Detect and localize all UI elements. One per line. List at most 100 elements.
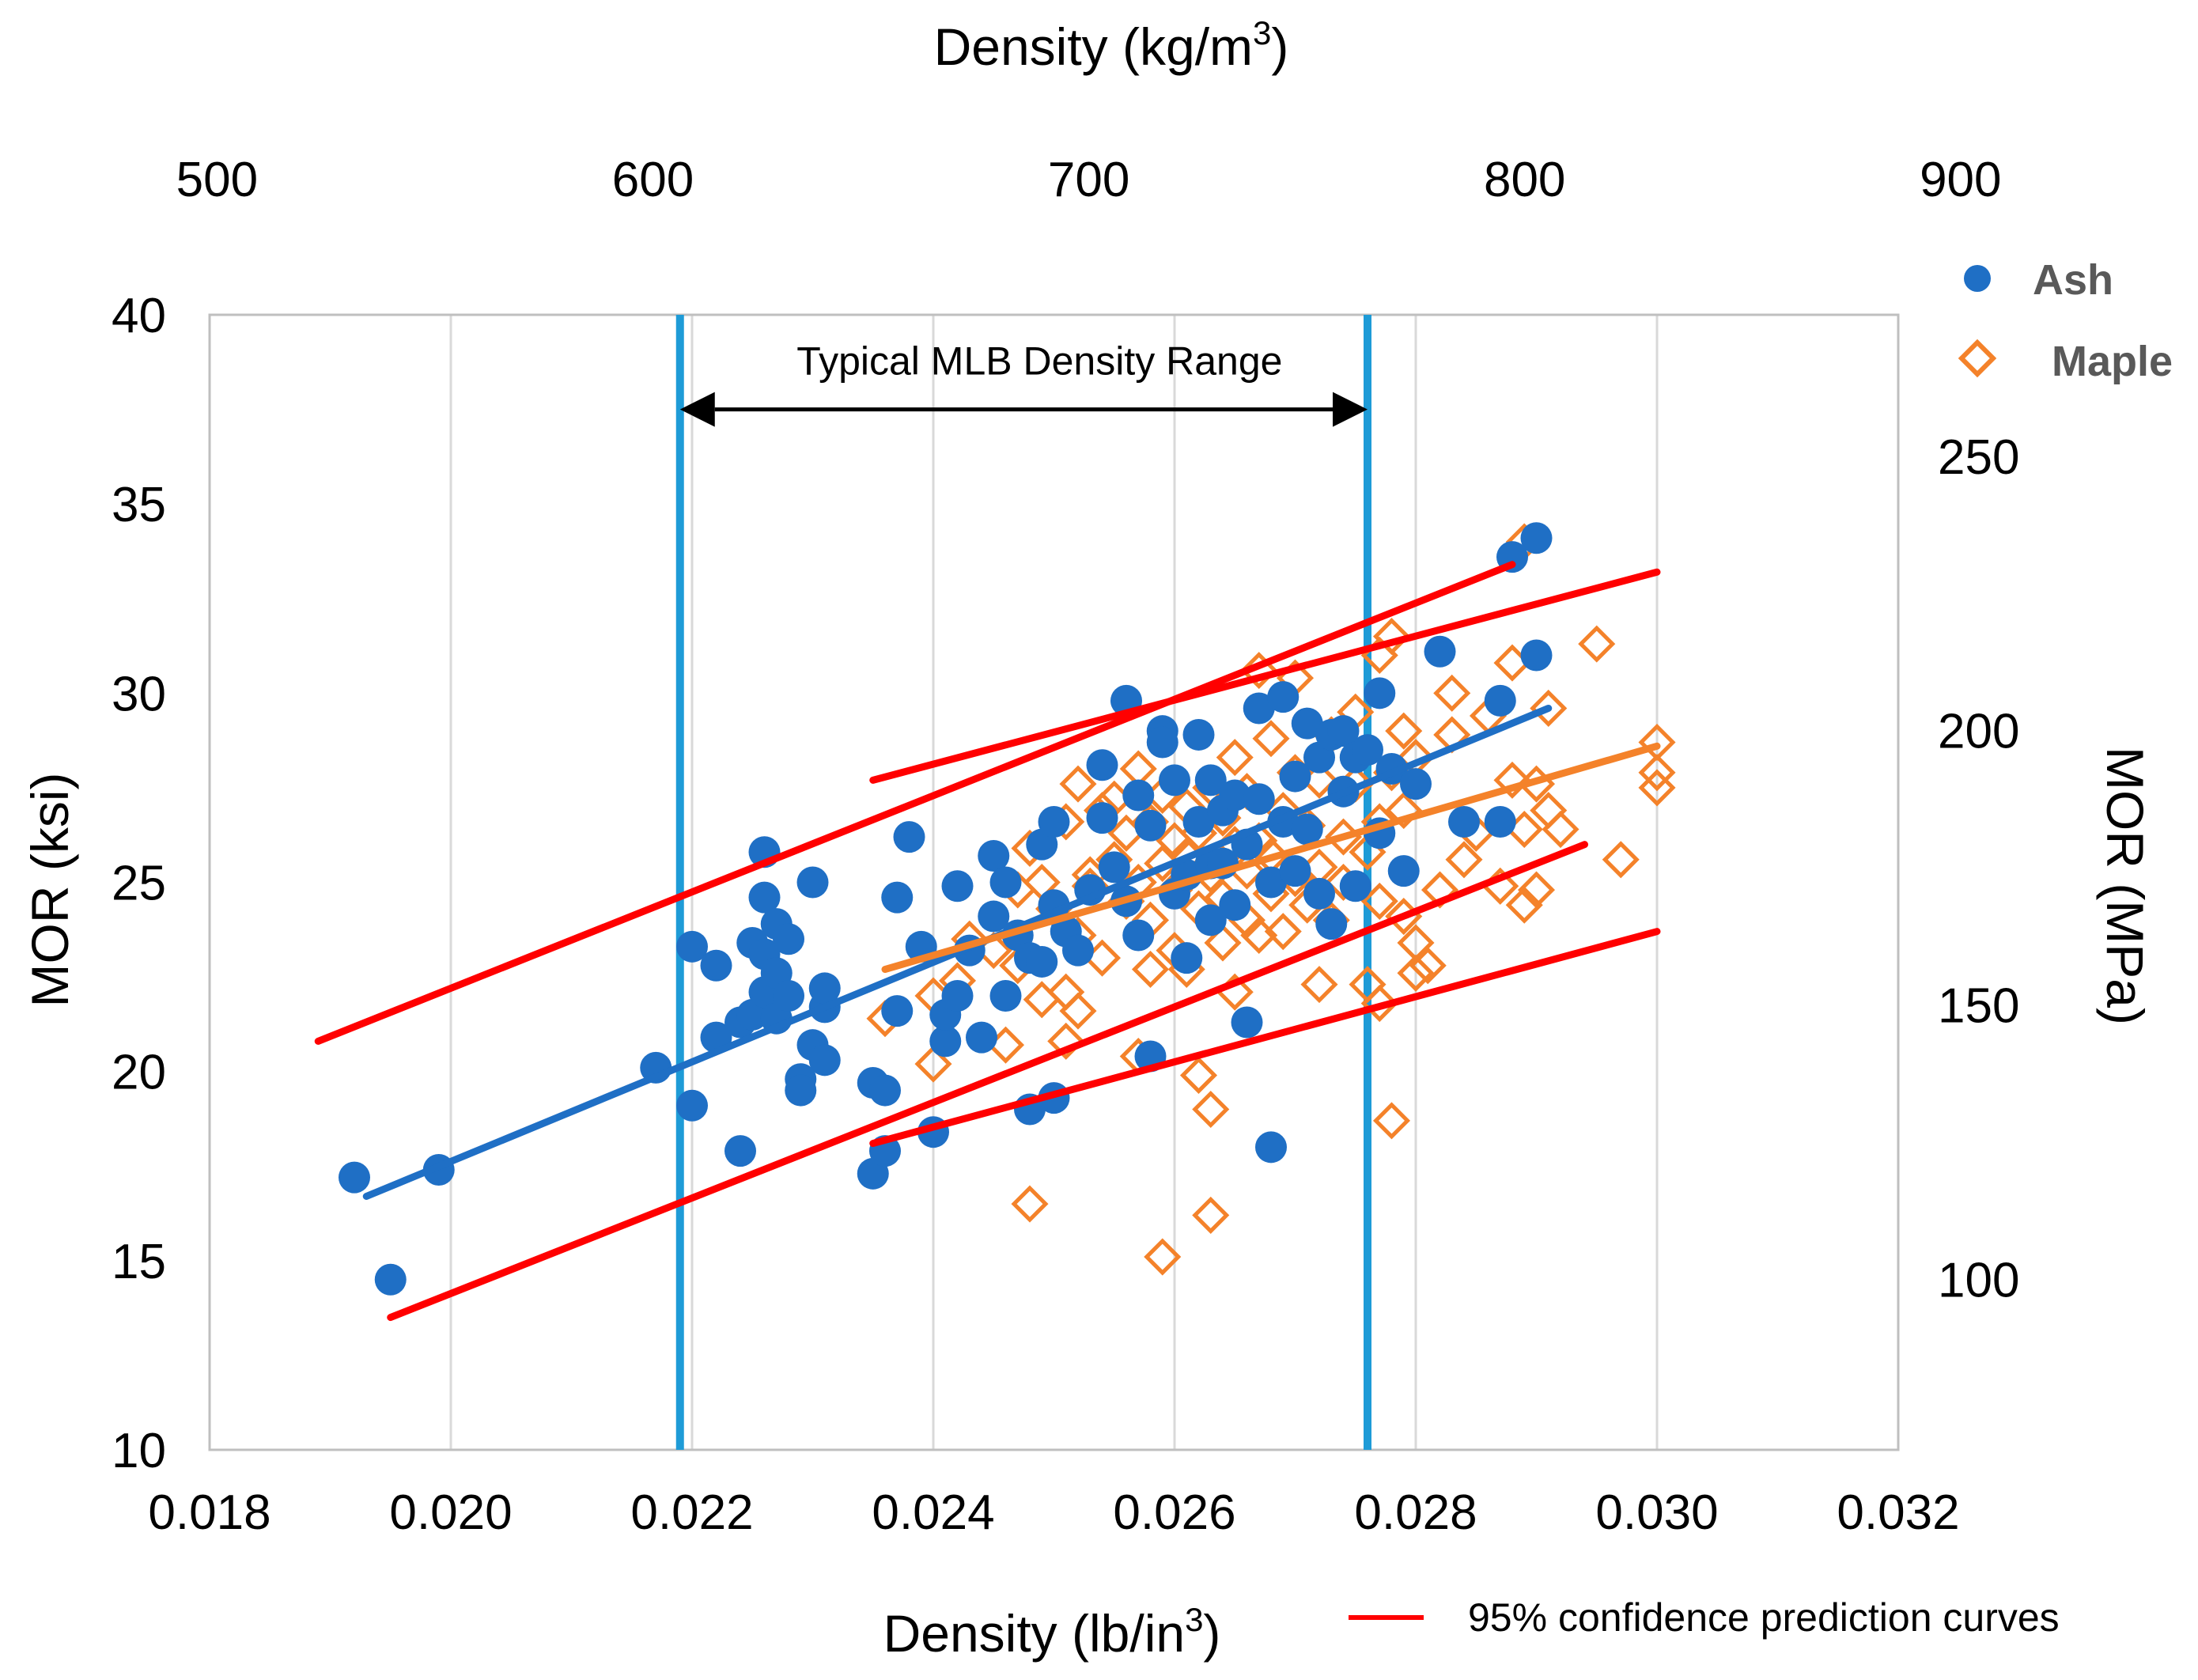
- ash-point-40: [941, 980, 974, 1012]
- x-top-tick-1: 600: [612, 153, 694, 207]
- ash-point-72: [1171, 942, 1203, 974]
- ash-point-87: [1255, 1131, 1287, 1164]
- ash-point-88: [1267, 681, 1300, 713]
- maple-point-115: [1602, 841, 1640, 879]
- ash-point-39: [941, 870, 974, 902]
- ash-point-69: [1159, 764, 1190, 796]
- ash-point-5: [676, 1089, 708, 1122]
- ash-point-85: [1243, 783, 1275, 815]
- ash-point-44: [978, 900, 1010, 933]
- ash-trend-line: [362, 704, 1553, 1201]
- ash-point-6: [700, 949, 732, 982]
- ash-point-77: [1194, 904, 1227, 936]
- x-bottom-tick-4: 0.026: [1113, 1485, 1235, 1540]
- ash-point-74: [1182, 805, 1215, 838]
- ash-point-64: [1122, 919, 1155, 952]
- ash-point-113: [1520, 522, 1553, 554]
- ash-point-59: [1086, 802, 1118, 834]
- ash-point-110: [1484, 805, 1516, 838]
- ash-point-46: [989, 866, 1022, 899]
- x-bottom-tick-6: 0.030: [1595, 1485, 1718, 1540]
- ash-point-13: [748, 881, 781, 914]
- maple-point-89: [1372, 618, 1411, 656]
- maple-point-19: [1059, 992, 1097, 1030]
- ash-point-45: [989, 980, 1022, 1012]
- bottom-axis-title: Density (lb/in3): [883, 1601, 1221, 1663]
- y-left-tick-4: 30: [112, 667, 166, 721]
- ash-point-68: [1146, 726, 1178, 759]
- ash-point-34: [893, 821, 925, 853]
- top-axis-title: Density (kg/m3): [934, 14, 1289, 76]
- trend-lines: [362, 704, 1661, 1201]
- x-bottom-tick-0: 0.018: [148, 1485, 270, 1540]
- maple-point-105: [1493, 761, 1531, 799]
- prediction-curve-1: [387, 841, 1588, 1322]
- y-left-tick-1: 15: [112, 1235, 166, 1289]
- maple-point-14: [1047, 1022, 1085, 1060]
- maple-point-65: [1264, 913, 1302, 951]
- ash-point-111: [1484, 684, 1516, 717]
- prediction-curve-3: [869, 928, 1661, 1148]
- maple-point-100: [1445, 841, 1483, 879]
- range-label: Typical MLB Density Range: [796, 339, 1282, 383]
- ash-point-33: [881, 995, 914, 1027]
- maple-point-18: [1059, 765, 1097, 803]
- ash-point-92: [1291, 707, 1323, 740]
- ash-point-37: [929, 1025, 962, 1058]
- maple-point-63: [1252, 720, 1290, 758]
- maple-point-99: [1433, 674, 1471, 712]
- plot-border: [208, 313, 1900, 1451]
- y-right-tick-3: 250: [1938, 430, 2019, 485]
- maple-point-43: [1179, 1056, 1218, 1094]
- ash-point-19: [773, 923, 804, 955]
- ash-point-81: [1219, 889, 1251, 921]
- x-top-tick-3: 800: [1484, 153, 1565, 207]
- x-top-tick-0: 500: [176, 153, 258, 207]
- x-top-tick-2: 700: [1048, 153, 1129, 207]
- maple-point-111: [1530, 689, 1568, 728]
- legend: Ash Maple 95% confidence prediction curv…: [1349, 256, 2173, 1640]
- ash-point-56: [1062, 934, 1094, 967]
- maple-trend-line: [881, 742, 1661, 974]
- prediction-curve-2: [869, 568, 1661, 784]
- x-bottom-tick-2: 0.022: [630, 1485, 753, 1540]
- y-left-tick-0: 10: [112, 1424, 166, 1478]
- density-range-annotation: Typical MLB Density Range: [679, 339, 1368, 427]
- ash-point-73: [1182, 718, 1215, 751]
- prediction-curve-0: [314, 561, 1516, 1045]
- ash-point-91: [1279, 855, 1311, 887]
- ash-point-26: [808, 972, 841, 1005]
- maple-point-114: [1578, 625, 1616, 663]
- ash-point-106: [1387, 855, 1420, 887]
- maple-point-86: [1360, 882, 1398, 920]
- x-bottom-tick-5: 0.028: [1354, 1485, 1477, 1540]
- y-right-tick-0: 100: [1938, 1253, 2019, 1307]
- y-right-tick-1: 150: [1938, 979, 2019, 1034]
- maple-point-87: [1372, 1102, 1411, 1140]
- y-right-tick-2: 200: [1938, 705, 2019, 759]
- ash-point-93: [1291, 813, 1323, 846]
- maple-point-113: [1542, 810, 1579, 849]
- maple-point-1: [914, 1045, 952, 1083]
- maple-point-46: [1192, 1090, 1230, 1129]
- maple-point-116: [1638, 754, 1676, 792]
- maple-point-117: [1638, 769, 1676, 807]
- maple-point-31: [1131, 950, 1170, 989]
- ash-point-0: [339, 1161, 370, 1194]
- y-left-tick-5: 35: [112, 478, 166, 532]
- legend-label-maple: Maple: [2052, 338, 2173, 385]
- maple-point-90: [1385, 792, 1423, 830]
- y-left-tick-2: 20: [112, 1046, 166, 1100]
- ash-point-43: [978, 840, 1010, 872]
- maple-point-47: [1192, 1196, 1230, 1234]
- ash-point-20: [773, 980, 804, 1012]
- maple-point-91: [1385, 712, 1423, 750]
- ash-point-54: [1038, 805, 1070, 838]
- right-axis-title: MOR (MPa): [2096, 747, 2154, 1025]
- range-arrow-right-head: [1333, 392, 1368, 427]
- x-top-tick-4: 900: [1920, 153, 2001, 207]
- legend-label-prediction: 95% confidence prediction curves: [1468, 1595, 2060, 1640]
- ash-point-90: [1279, 760, 1311, 793]
